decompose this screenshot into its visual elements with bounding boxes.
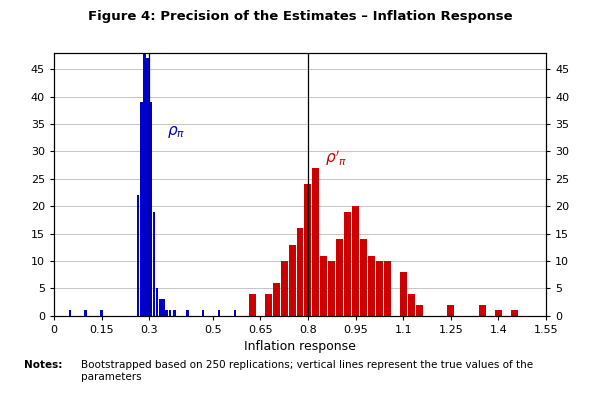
- Bar: [313, 168, 319, 316]
- Bar: [153, 212, 155, 316]
- Bar: [202, 310, 205, 316]
- Bar: [511, 310, 518, 316]
- Bar: [173, 310, 176, 316]
- Bar: [281, 261, 287, 316]
- Bar: [218, 310, 220, 316]
- Text: Bootstrapped based on 250 replications; vertical lines represent the true values: Bootstrapped based on 250 replications; …: [81, 360, 533, 382]
- Bar: [360, 239, 367, 316]
- Bar: [156, 288, 158, 316]
- Bar: [68, 310, 71, 316]
- Text: Figure 4: Precision of the Estimates – Inflation Response: Figure 4: Precision of the Estimates – I…: [88, 10, 512, 23]
- Bar: [479, 305, 486, 316]
- Bar: [289, 245, 296, 316]
- Bar: [384, 261, 391, 316]
- Bar: [146, 58, 149, 316]
- Bar: [328, 261, 335, 316]
- Bar: [149, 102, 152, 316]
- Bar: [320, 256, 327, 316]
- Bar: [336, 239, 343, 316]
- Bar: [304, 184, 311, 316]
- Bar: [407, 294, 415, 316]
- Bar: [273, 283, 280, 316]
- Bar: [495, 310, 502, 316]
- Bar: [352, 206, 359, 316]
- Bar: [186, 310, 188, 316]
- Text: $\rho_\pi$: $\rho_\pi$: [167, 124, 185, 141]
- Text: $\rho'_\pi$: $\rho'_\pi$: [325, 148, 348, 168]
- Bar: [159, 299, 161, 316]
- Bar: [416, 305, 422, 316]
- Bar: [137, 195, 139, 316]
- Bar: [249, 294, 256, 316]
- Bar: [400, 272, 407, 316]
- Bar: [233, 310, 236, 316]
- Bar: [100, 310, 103, 316]
- Bar: [265, 294, 272, 316]
- Bar: [376, 261, 383, 316]
- Bar: [162, 299, 165, 316]
- X-axis label: Inflation response: Inflation response: [244, 341, 356, 354]
- Bar: [368, 256, 375, 316]
- Bar: [447, 305, 454, 316]
- Bar: [169, 310, 171, 316]
- Bar: [143, 53, 146, 316]
- Bar: [85, 310, 87, 316]
- Text: Notes:: Notes:: [24, 360, 62, 371]
- Bar: [166, 310, 168, 316]
- Bar: [296, 228, 304, 316]
- Bar: [344, 212, 351, 316]
- Bar: [140, 102, 143, 316]
